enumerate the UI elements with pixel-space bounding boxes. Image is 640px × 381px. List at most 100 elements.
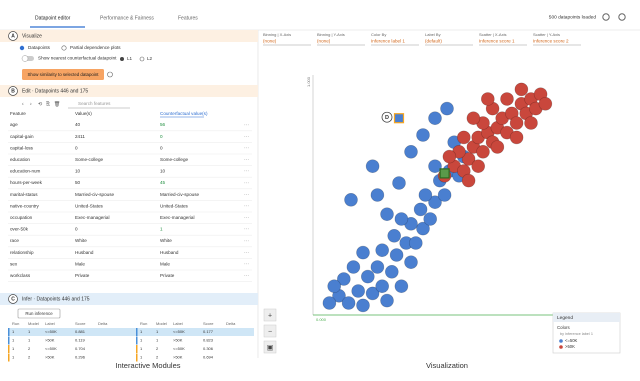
settings-icon[interactable] (602, 13, 610, 21)
zoom-icon[interactable]: + (268, 312, 272, 319)
counterfactual-value[interactable]: 56 (160, 122, 166, 127)
datapoint[interactable] (336, 272, 351, 286)
datapoint[interactable] (538, 97, 553, 111)
zoom-icon[interactable]: − (268, 328, 272, 335)
datapoint[interactable] (480, 92, 495, 106)
datapoint[interactable] (437, 188, 452, 202)
datapoint[interactable] (351, 284, 366, 298)
counterfactual-value[interactable]: Some-college (160, 157, 189, 162)
row-menu[interactable]: ··· (244, 157, 249, 163)
counterfactual-value[interactable]: 45 (160, 180, 166, 185)
datapoint[interactable] (466, 111, 481, 125)
datapoint[interactable] (413, 202, 428, 217)
feature-value[interactable]: Male (75, 261, 85, 266)
button-label[interactable]: Run inference (25, 311, 53, 316)
feature-value[interactable]: 50 (75, 180, 81, 185)
counterfactual-value[interactable]: 1 (160, 227, 163, 232)
datapoint[interactable] (476, 145, 490, 159)
datapoint[interactable] (461, 152, 476, 166)
datapoint[interactable] (416, 221, 430, 236)
feature-value[interactable]: 10 (75, 169, 81, 174)
tab[interactable]: Datapoint editor (35, 15, 71, 21)
datapoint[interactable] (380, 293, 394, 308)
datapoint[interactable] (375, 279, 390, 294)
datapoint[interactable] (440, 101, 454, 116)
tab[interactable]: Performance & Fairness (100, 15, 154, 21)
radio[interactable] (139, 56, 145, 62)
row-menu[interactable]: ··· (244, 238, 249, 244)
feature-value[interactable]: 0 (75, 145, 78, 150)
datapoint[interactable] (322, 296, 337, 310)
datapoint[interactable] (428, 111, 442, 125)
toolbar-icon[interactable]: ⟲ (38, 101, 43, 107)
datapoint[interactable] (327, 279, 342, 294)
datapoint[interactable] (509, 116, 524, 130)
datapoint[interactable] (370, 188, 385, 202)
counterfactual-value[interactable]: White (160, 238, 172, 243)
toolbar-icon[interactable]: 🗑 (54, 100, 60, 107)
zoom-icon[interactable]: ▣ (267, 344, 274, 351)
counterfactual-value[interactable]: 0 (160, 145, 163, 150)
row-menu[interactable]: ··· (244, 273, 249, 279)
radio[interactable] (61, 45, 67, 51)
zoom-button[interactable] (263, 308, 277, 322)
row-menu[interactable]: ··· (244, 262, 249, 268)
zoom-button[interactable] (263, 324, 277, 338)
counterfactual-value[interactable]: Husband (160, 250, 179, 255)
toolbar-icon[interactable]: ‹ (22, 101, 24, 107)
datapoint[interactable] (490, 140, 505, 154)
toolbar-icon[interactable]: › (30, 101, 32, 107)
datapoint[interactable] (392, 176, 406, 190)
row-menu[interactable]: ··· (244, 250, 249, 256)
feature-value[interactable]: United-States (75, 203, 104, 208)
row-menu[interactable]: ··· (244, 180, 249, 186)
datapoint[interactable] (500, 92, 514, 106)
dropdown-value[interactable]: Inference label 1 (371, 39, 405, 44)
datapoint[interactable] (442, 149, 457, 164)
settings-icon[interactable] (618, 13, 626, 21)
datapoint[interactable] (514, 82, 529, 97)
selected-datapoint[interactable] (439, 168, 450, 179)
datapoint[interactable] (418, 188, 433, 202)
datapoint[interactable] (408, 236, 423, 250)
datapoint[interactable] (389, 248, 404, 262)
search-placeholder[interactable]: Search features (78, 101, 111, 106)
row-menu[interactable]: ··· (244, 146, 249, 152)
dropdown-value[interactable]: Inference score 1 (479, 39, 515, 44)
counterfactual-value[interactable]: Exec-managerial (160, 215, 194, 220)
datapoint[interactable] (428, 195, 442, 209)
datapoint[interactable] (380, 207, 394, 221)
toolbar-icon[interactable]: ⎘ (46, 101, 50, 107)
datapoint[interactable] (365, 286, 380, 301)
datapoint[interactable] (356, 298, 370, 313)
feature-value[interactable]: White (75, 238, 87, 243)
datapoint[interactable] (394, 279, 409, 294)
feature-value[interactable]: Husband (75, 250, 94, 255)
datapoint[interactable] (404, 145, 418, 159)
datapoint[interactable] (509, 130, 524, 145)
datapoint[interactable] (428, 159, 442, 173)
row-menu[interactable]: ··· (244, 227, 249, 233)
counterfactual-value[interactable]: 10 (160, 169, 166, 174)
datapoint[interactable] (346, 260, 361, 274)
datapoint[interactable] (365, 159, 380, 173)
datapoint[interactable] (404, 255, 418, 270)
datapoint[interactable] (341, 296, 356, 310)
datapoint[interactable] (370, 260, 385, 274)
datapoint[interactable] (524, 116, 538, 130)
counterfactual-value[interactable]: 0 (160, 134, 163, 139)
feature-value[interactable]: Some-college (75, 157, 104, 162)
counterfactual-value[interactable]: Married-civ-spouse (160, 192, 200, 197)
datapoint[interactable] (416, 128, 430, 142)
radio-selected[interactable] (19, 45, 25, 51)
dropdown-value[interactable]: Inference score 2 (533, 39, 569, 44)
counterfactual-value[interactable]: Male (160, 261, 170, 266)
feature-value[interactable]: Married-civ-spouse (75, 192, 115, 197)
radio[interactable] (120, 57, 124, 61)
feature-value[interactable]: 2411 (75, 134, 85, 139)
datapoint[interactable] (344, 193, 358, 207)
dropdown-value[interactable]: (none) (263, 39, 277, 44)
row-menu[interactable]: ··· (244, 204, 249, 210)
row-menu[interactable]: ··· (244, 122, 249, 128)
tab[interactable]: Features (178, 15, 198, 21)
